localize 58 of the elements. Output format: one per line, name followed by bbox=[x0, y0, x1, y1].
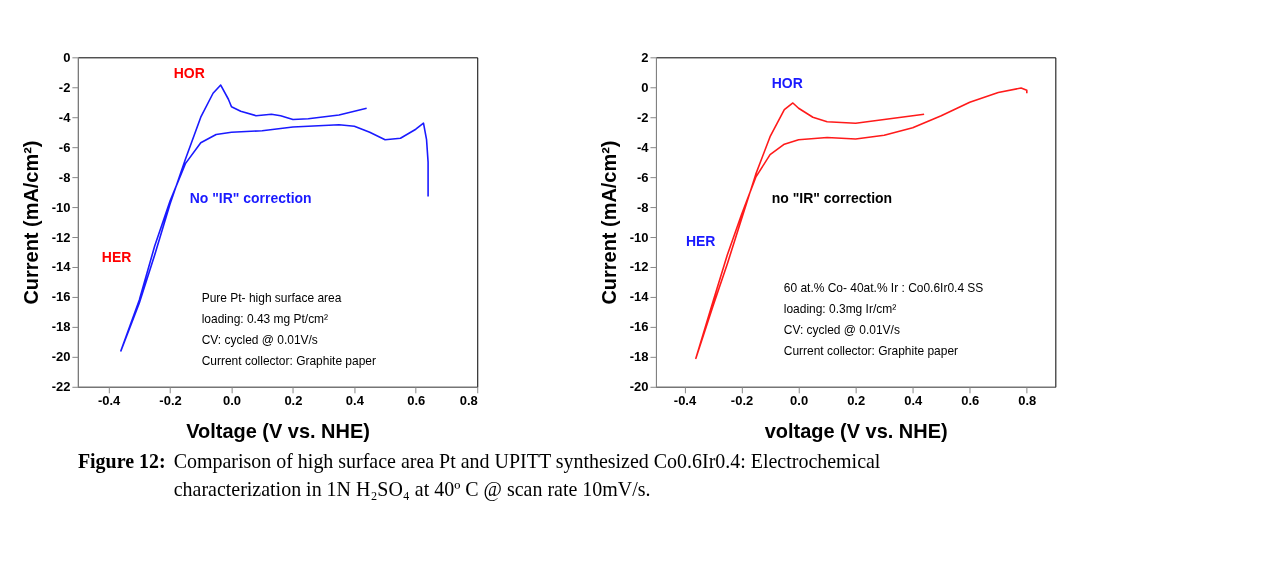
y-tick-label: -20 bbox=[629, 379, 649, 395]
x-tick-label: 0.6 bbox=[961, 393, 980, 409]
annotation: CV: cycled @ 0.01V/s bbox=[783, 322, 900, 337]
annotation: HER bbox=[685, 232, 716, 249]
y-tick-label: -8 bbox=[636, 199, 649, 215]
y-tick-label: 0 bbox=[641, 79, 649, 95]
x-tick-label: 0.0 bbox=[222, 393, 241, 409]
text: Comparison of high surface area Pt and UPITT synthesized Co0.6Ir0.4: Electrochemical characterization in 1N H₂SO₄ at 40º C @ scan rate 10mV/s. bbox=[173, 449, 881, 501]
y-tick-label: -12 bbox=[51, 229, 71, 245]
y-tick-label: -16 bbox=[51, 289, 71, 305]
x-tick-label: 0.2 bbox=[847, 393, 866, 409]
x-axis-title: Voltage (V vs. NHE) bbox=[186, 420, 370, 443]
y-tick-label: -10 bbox=[51, 199, 71, 215]
x-tick-label: -0.2 bbox=[730, 393, 754, 409]
y-tick-label: -18 bbox=[629, 349, 649, 365]
annotation: loading: 0.43 mg Pt/cm² bbox=[201, 311, 329, 326]
x-tick-label: 0.4 bbox=[904, 393, 923, 409]
x-tick-label: -0.4 bbox=[673, 393, 697, 409]
y-tick-label: -12 bbox=[629, 259, 649, 275]
y-axis-title: Current (mA/cm²) bbox=[19, 140, 42, 305]
x-tick-label: -0.2 bbox=[159, 393, 182, 409]
y-tick-label: -18 bbox=[51, 319, 71, 335]
annotation: HER bbox=[101, 249, 132, 266]
y-tick-label: -2 bbox=[58, 79, 71, 95]
y-tick-label: -4 bbox=[636, 139, 650, 155]
annotation: HOR bbox=[771, 74, 803, 91]
y-tick-label: -14 bbox=[51, 259, 72, 275]
annotation: Current collector: Graphite paper bbox=[201, 353, 376, 368]
x-axis-title: voltage (V vs. NHE) bbox=[764, 420, 948, 443]
annotation: loading: 0.3mg Ir/cm² bbox=[783, 301, 897, 316]
y-tick-label: 0 bbox=[63, 49, 71, 65]
x-tick-label: 0.6 bbox=[407, 393, 426, 409]
annotation: No "IR" correction bbox=[189, 189, 312, 206]
caption: Figure 12: bbox=[77, 449, 166, 473]
annotation: Pure Pt- high surface area bbox=[201, 290, 342, 305]
y-tick-label: -4 bbox=[58, 109, 72, 125]
x-tick-label: 0.4 bbox=[345, 393, 365, 409]
y-axis-title: Current (mA/cm²) bbox=[597, 140, 620, 305]
annotation: 60 at.% Co- 40at.% Ir : Co0.6Ir0.4 SS bbox=[783, 280, 984, 295]
y-tick-label: -2 bbox=[636, 109, 649, 125]
annotation: HOR bbox=[173, 64, 205, 81]
annotation: no "IR" correction bbox=[771, 189, 893, 206]
y-tick-label: -8 bbox=[58, 169, 71, 185]
annotation: Current collector: Graphite paper bbox=[783, 343, 959, 358]
y-tick-label: -16 bbox=[629, 319, 649, 335]
x-tick-label: 0.8 bbox=[459, 393, 478, 409]
y-tick-label: -14 bbox=[629, 289, 650, 305]
x-tick-label: -0.4 bbox=[97, 393, 122, 409]
y-tick-label: -6 bbox=[636, 169, 649, 185]
y-tick-label: -10 bbox=[629, 229, 649, 245]
x-tick-label: 0.0 bbox=[790, 393, 809, 409]
x-tick-label: 0.8 bbox=[1018, 393, 1037, 409]
y-tick-label: 2 bbox=[641, 49, 649, 65]
annotation: CV: cycled @ 0.01V/s bbox=[201, 332, 318, 347]
y-tick-label: -22 bbox=[51, 379, 71, 395]
y-tick-label: -20 bbox=[51, 349, 71, 365]
y-tick-label: -6 bbox=[58, 139, 71, 155]
x-tick-label: 0.2 bbox=[284, 393, 303, 409]
